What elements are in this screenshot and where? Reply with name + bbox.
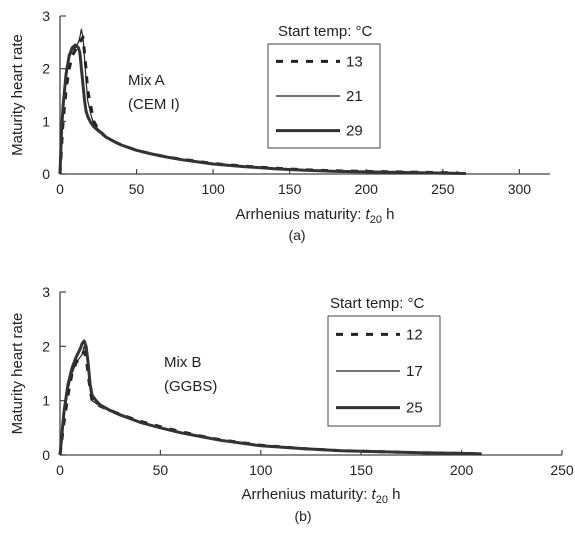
- legend-label: 12: [406, 326, 423, 343]
- y-tick-label: 3: [42, 284, 50, 300]
- x-axis-title: Arrhenius maturity: t20 h: [236, 206, 395, 226]
- y-axis-title: Maturity heart rate: [9, 313, 26, 435]
- x-tick-label: 150: [278, 181, 302, 197]
- mix-annotation: (CEM I): [128, 96, 180, 113]
- x-tick-label: 200: [355, 181, 379, 197]
- y-tick-label: 0: [42, 166, 50, 182]
- y-tick-label: 1: [42, 113, 50, 129]
- x-tick-label: 100: [249, 462, 273, 478]
- chart-panel-a: 0 1 2 3 0 50 100 150 200 250 300 Maturity heart rat…: [9, 8, 550, 243]
- mix-annotation: Mix A: [128, 72, 165, 89]
- legend-label: 25: [406, 400, 423, 417]
- series-line-29: [60, 45, 466, 174]
- legend-label: 21: [346, 88, 363, 105]
- x-tick-label: 0: [56, 181, 64, 197]
- legend-label: 13: [346, 53, 363, 70]
- x-tick-label: 300: [508, 181, 532, 197]
- series-line-13: [60, 37, 458, 174]
- y-tick-label: 2: [42, 338, 50, 354]
- mix-annotation: Mix B: [164, 354, 202, 371]
- panel-label: (a): [288, 227, 305, 243]
- y-tick-label: 3: [42, 8, 50, 24]
- x-tick-label: 0: [56, 462, 64, 478]
- legend-title: Start temp: °C: [330, 295, 425, 312]
- x-tick-label: 50: [129, 181, 145, 197]
- legend-label: 29: [346, 123, 363, 140]
- x-tick-label: 50: [153, 462, 169, 478]
- panel-label: (b): [294, 508, 311, 524]
- legend-title: Start temp: °C: [278, 23, 373, 40]
- legend-label: 17: [406, 363, 423, 380]
- y-tick-label: 2: [42, 61, 50, 77]
- y-tick-label: 1: [42, 393, 50, 409]
- y-tick-label: 0: [42, 447, 50, 463]
- x-axis-title: Arrhenius maturity: t20 h: [242, 486, 401, 506]
- x-tick-label: 150: [350, 462, 374, 478]
- x-tick-label: 100: [201, 181, 225, 197]
- y-axis-title: Maturity heart rate: [9, 34, 26, 156]
- x-tick-label: 250: [550, 462, 574, 478]
- mix-annotation: (GGBS): [164, 378, 217, 395]
- x-tick-label: 250: [431, 181, 455, 197]
- x-tick-label: 200: [450, 462, 474, 478]
- series-line-21: [60, 29, 466, 174]
